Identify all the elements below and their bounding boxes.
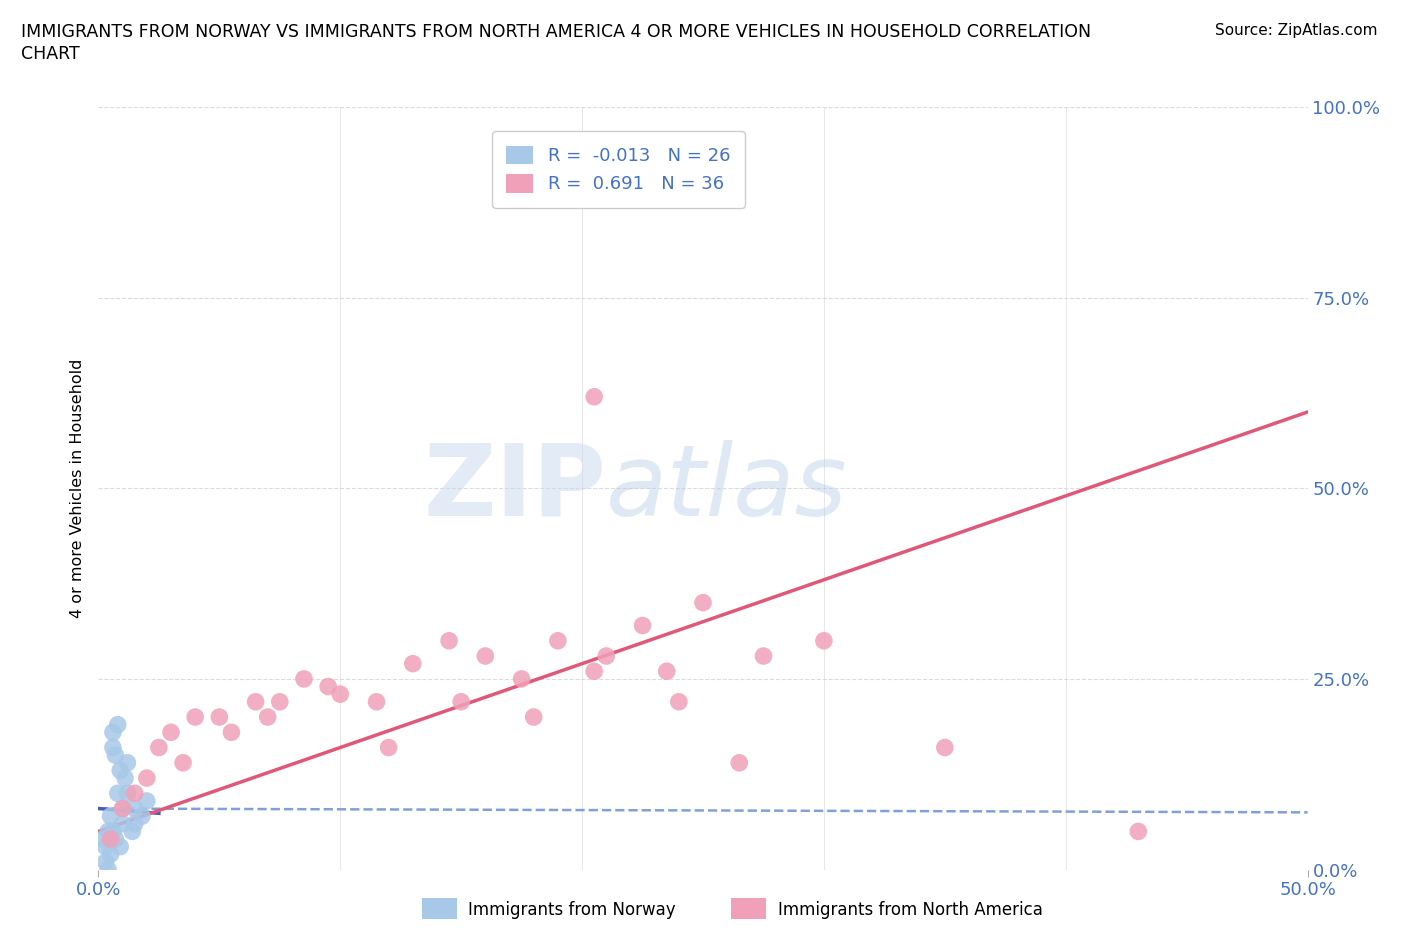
Point [752, 648, 775, 663]
Point [107, 717, 129, 732]
Point [148, 740, 170, 755]
Y-axis label: 4 or more Vehicles in Household: 4 or more Vehicles in Household [69, 359, 84, 618]
Point [100, 847, 122, 862]
Point [292, 671, 315, 686]
Text: CHART: CHART [21, 45, 80, 62]
Point [111, 801, 134, 816]
Point [655, 664, 678, 679]
Point [97, 862, 120, 877]
Point [100, 831, 122, 846]
Point [377, 740, 399, 755]
Text: atlas: atlas [606, 440, 848, 537]
Point [108, 763, 131, 777]
Point [124, 786, 146, 801]
Point [221, 724, 243, 739]
Point [94, 839, 117, 854]
Point [100, 809, 122, 824]
Point [108, 839, 131, 854]
Point [135, 793, 157, 808]
Point [111, 817, 134, 831]
Point [135, 771, 157, 786]
Point [510, 671, 533, 686]
Point [124, 817, 146, 831]
Point [131, 809, 153, 824]
Point [692, 595, 714, 610]
Point [934, 740, 956, 755]
Text: ZIP: ZIP [423, 440, 606, 537]
Point [474, 648, 496, 663]
Text: Immigrants from North America: Immigrants from North America [778, 900, 1042, 919]
Point [208, 710, 231, 724]
Point [97, 824, 120, 839]
Point [728, 755, 751, 770]
Point [402, 657, 425, 671]
Point [101, 824, 124, 839]
Point [631, 618, 654, 633]
Point [160, 724, 183, 739]
Point [101, 724, 124, 739]
Point [101, 740, 124, 755]
Point [316, 679, 339, 694]
Point [583, 664, 606, 679]
Point [813, 633, 835, 648]
Text: IMMIGRANTS FROM NORWAY VS IMMIGRANTS FROM NORTH AMERICA 4 OR MORE VEHICLES IN HO: IMMIGRANTS FROM NORWAY VS IMMIGRANTS FRO… [21, 23, 1091, 41]
Point [269, 695, 291, 710]
Point [256, 710, 278, 724]
Point [668, 695, 690, 710]
Point [583, 390, 606, 405]
Point [366, 695, 388, 710]
Point [121, 824, 143, 839]
Point [547, 633, 569, 648]
Point [111, 801, 134, 816]
Point [1128, 824, 1150, 839]
Point [184, 710, 207, 724]
Point [450, 695, 472, 710]
Point [104, 748, 127, 763]
Point [91, 831, 114, 846]
Point [595, 648, 617, 663]
Point [94, 855, 117, 870]
Point [104, 831, 127, 846]
Legend: R =  -0.013   N = 26, R =  0.691   N = 36: R = -0.013 N = 26, R = 0.691 N = 36 [492, 131, 745, 207]
Point [329, 686, 352, 701]
Point [245, 695, 267, 710]
Point [114, 771, 136, 786]
Point [124, 801, 146, 816]
Point [523, 710, 546, 724]
Text: Immigrants from Norway: Immigrants from Norway [468, 900, 676, 919]
Point [117, 786, 139, 801]
Text: Source: ZipAtlas.com: Source: ZipAtlas.com [1215, 23, 1378, 38]
Point [107, 786, 129, 801]
Point [172, 755, 194, 770]
Point [437, 633, 460, 648]
Point [117, 755, 139, 770]
